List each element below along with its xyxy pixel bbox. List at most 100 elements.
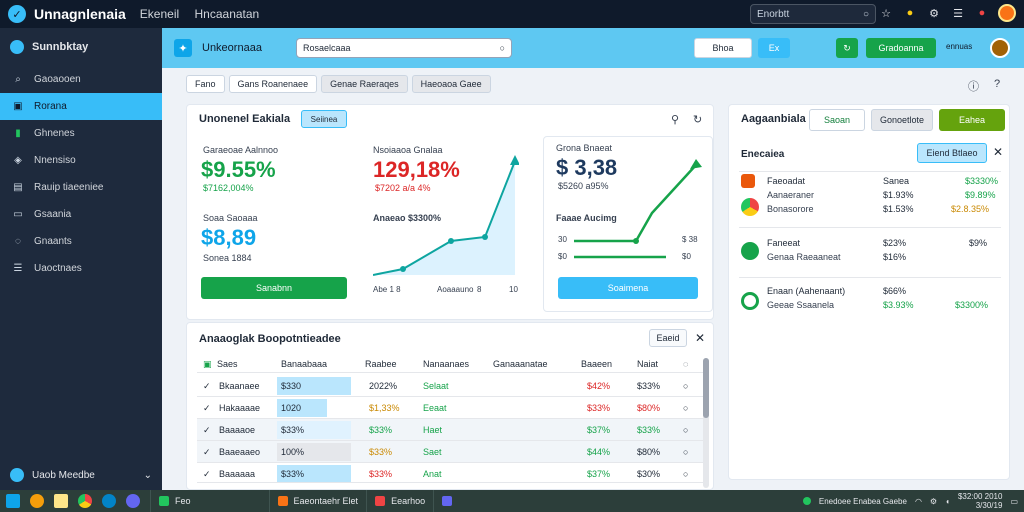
sidebar-item-4[interactable]: ◈ Nnensiso [0, 147, 162, 174]
table-scrollbar[interactable] [703, 358, 709, 488]
filter-chip-1[interactable]: Fano [186, 75, 225, 93]
check-icon[interactable]: ✓ [203, 403, 211, 413]
list-item[interactable]: Enaan (Aahenaant) Geeae Ssaanela $66% $3… [739, 277, 1001, 325]
user-avatar[interactable] [998, 4, 1016, 22]
top-nav-item-2[interactable]: Hncaanatan [194, 7, 260, 21]
folder-icon[interactable] [54, 494, 68, 508]
table-row[interactable]: ✓ Baaeaaeo 100% $33% Saet $44% $80% ○ [197, 441, 703, 463]
chevron-down-icon[interactable]: ⌄ [143, 469, 152, 481]
list-item[interactable]: Faeoadat Aanaeraner Bonasorore Sanea $33… [739, 171, 1001, 219]
right-light-button[interactable]: Eiend Btlaeo [917, 143, 987, 163]
right-gray-button[interactable]: Gonoetlote [871, 109, 933, 131]
header-refresh-button[interactable]: ↻ [836, 38, 858, 58]
wifi-icon[interactable]: ◠ [914, 496, 922, 506]
header-search-input[interactable]: Rosaelcaaa ○ [296, 38, 512, 58]
settings-icon[interactable]: ⚙ [929, 496, 938, 506]
col-header[interactable]: Ganaaanatae [493, 359, 548, 369]
help-icon[interactable]: ? [994, 78, 1001, 90]
check-icon[interactable]: ✓ [203, 447, 211, 457]
table-scroll-thumb[interactable] [703, 358, 709, 418]
row-value: $30% [637, 469, 661, 479]
overview-green-button[interactable]: Sanabnn [201, 277, 347, 299]
col-header[interactable]: Baaeen [581, 359, 613, 369]
col-header[interactable]: Nanaanaes [423, 359, 470, 369]
sidebar-item-6[interactable]: ▭ Gsaania [0, 201, 162, 228]
radio-icon[interactable]: ○ [683, 447, 689, 457]
refresh-icon[interactable]: ○ [862, 8, 869, 20]
sidebar-item-1[interactable]: ⌕ Gaoaooen [0, 66, 162, 93]
list-item[interactable]: Faneeat Genaa Raeaaneat $23% $16% $9% [739, 227, 1001, 275]
app-icon [741, 174, 755, 188]
chrome-icon[interactable] [78, 494, 92, 508]
col-header[interactable]: Naiat [637, 359, 659, 369]
close-icon[interactable]: ✕ [993, 145, 1004, 159]
radio-icon[interactable]: ○ [683, 469, 689, 479]
table-row[interactable]: ✓ Baaaaaa $33% $33% Anat $37% $30% ○ [197, 463, 703, 483]
check-icon[interactable]: ✓ [203, 425, 211, 435]
volume-icon[interactable]: ◖ [945, 496, 950, 506]
filter-chip-2[interactable]: Gans Roanenaee [228, 75, 318, 93]
menu-icon[interactable]: ☰ [953, 7, 963, 20]
star-icon[interactable]: ☆ [881, 7, 891, 20]
search-taskbar-icon[interactable] [30, 494, 44, 508]
sidebar-item-7[interactable]: ◌ Gnaants [0, 228, 162, 255]
table-row[interactable]: ✓ Baaaaoe $33% $33% Haet $37% $33% ○ [197, 419, 703, 441]
radio-icon[interactable]: ○ [683, 403, 689, 413]
check-icon[interactable]: ✓ [203, 381, 211, 391]
edge-icon[interactable] [102, 494, 116, 508]
header-avatar[interactable] [990, 38, 1010, 58]
sidebar-item-8[interactable]: ☰ Uaoctnaes [0, 255, 162, 282]
top-nav-item-1[interactable]: Ekeneil [139, 7, 180, 21]
right-lime-button[interactable]: Eahea [939, 109, 1005, 131]
filter-chip-4[interactable]: Haeoaoa Gaee [411, 75, 491, 93]
chart-a-label: Anaeao $3300% [373, 213, 442, 223]
col-header[interactable]: Banaabaaa [281, 359, 328, 369]
header-blue-button[interactable]: Ex [758, 38, 790, 58]
taskbar-app-1[interactable]: Feo [150, 490, 199, 512]
app-icon [159, 496, 169, 506]
row-value: $37% [587, 425, 611, 435]
close-icon[interactable]: ✕ [695, 331, 706, 345]
radio-icon[interactable]: ○ [683, 425, 689, 435]
table-row[interactable]: ✓ Hakaaaae 1020 $1,33% Eeaat $33% $80% ○ [197, 397, 703, 419]
taskbar-app-3[interactable]: Eearhoo [366, 490, 433, 512]
pin-icon[interactable]: ⚲ [671, 114, 680, 126]
app-icon[interactable] [126, 494, 140, 508]
table-row[interactable]: ✓ Bkaanaee $330 2022% Selaat $42% $33% ○ [197, 375, 703, 397]
top-search-input[interactable]: Enorbtt ○ [750, 4, 876, 24]
refresh-icon[interactable]: ↻ [693, 114, 703, 126]
info-icon[interactable]: ⓘ [968, 81, 979, 93]
col-header[interactable]: Raabee [365, 359, 397, 369]
gear-icon[interactable]: ⚙ [929, 7, 939, 20]
right-panel: Aagaanbiala Saoan Gonoetlote Eahea Eneca… [728, 104, 1010, 480]
sidebar-item-3[interactable]: ▮ Ghnenes [0, 120, 162, 147]
clock[interactable]: $32:00 2010 3/30/19 [958, 492, 1003, 510]
list-icon: ☰ [13, 263, 23, 274]
overview-badge[interactable]: Seiinea [301, 110, 347, 128]
taskbar-app-2[interactable]: Eaeontaehr Elet [268, 490, 367, 512]
notifications-icon[interactable]: ▭ [1010, 496, 1018, 506]
dashboard-icon: ▣ [13, 101, 23, 112]
table-edit-button[interactable]: Eaeid [649, 329, 687, 347]
taskbar-app-4[interactable] [433, 490, 466, 512]
row-value: $42% [587, 381, 611, 391]
header-white-button[interactable]: Bhoa [694, 38, 752, 58]
overview-blue-button[interactable]: Soaimena [558, 277, 698, 299]
start-icon[interactable] [6, 494, 20, 508]
settings-icon[interactable]: ◌ [683, 359, 689, 369]
sidebar-footer[interactable]: Uaob Meedbe ⌄ [0, 468, 162, 482]
axis-tick-2: Aoaaauno [437, 285, 474, 294]
col-header[interactable]: Saes [217, 359, 238, 369]
select-all-checkbox[interactable]: ▣ [203, 359, 212, 369]
check-icon[interactable]: ✓ [203, 469, 211, 479]
filter-chip-3[interactable]: Genae Raeraqes [321, 75, 408, 93]
notification-icon[interactable]: ● [978, 7, 986, 19]
radio-icon[interactable]: ○ [683, 381, 689, 391]
sidebar-item-2[interactable]: ▣ Rorana [0, 93, 162, 120]
chart-a-point [482, 234, 488, 240]
sidebar-item-5[interactable]: ▤ Rauip tiaeeniee [0, 174, 162, 201]
right-green-button[interactable]: Saoan [809, 109, 865, 131]
row-subtitle: Geeae Ssaanela [767, 300, 835, 310]
bell-icon[interactable]: ● [906, 7, 914, 19]
header-green-button[interactable]: Gradoanna [866, 38, 936, 58]
